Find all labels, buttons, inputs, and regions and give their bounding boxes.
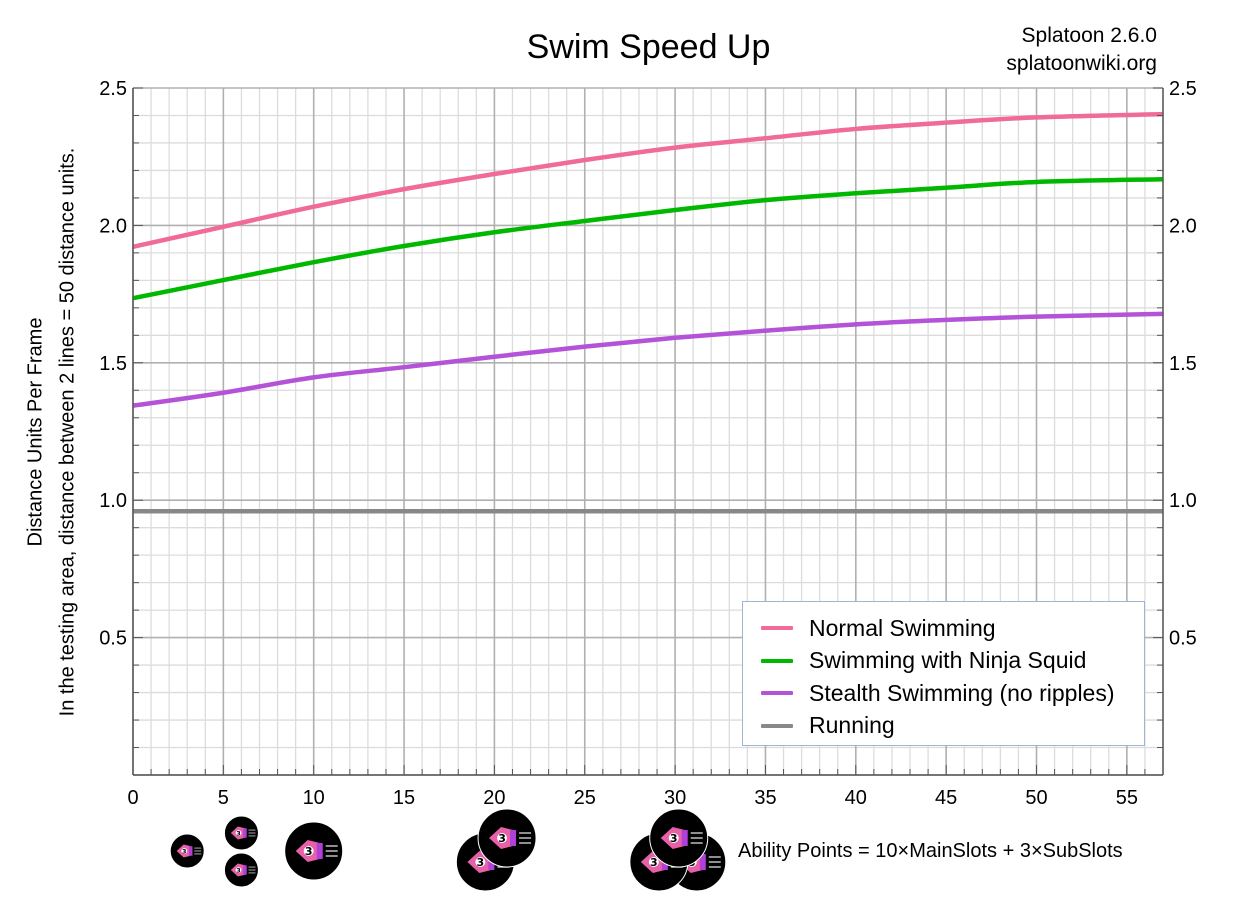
x-tick-label: 15 [393, 787, 415, 809]
legend-swatch-icon [761, 658, 793, 663]
legend-label: Normal Swimming [809, 614, 996, 641]
axes [132, 87, 1164, 776]
squid-eye [181, 848, 188, 854]
squid-tentacles [243, 865, 247, 875]
data-series [132, 111, 1164, 514]
legend-swatch-icon [761, 691, 793, 696]
y-tick-label-right: 2.5 [1169, 78, 1197, 100]
ability-icon-sub: 3 [223, 852, 259, 888]
x-tick-label: 20 [483, 787, 505, 809]
ability-icon-main: 3 [477, 808, 537, 868]
ability-icon-sub: 3 [169, 833, 205, 869]
y-tick-label-right: 0.5 [1169, 628, 1197, 650]
ability-icon-sub: 3 [223, 815, 259, 851]
squid-eye-glyph: 3 [670, 832, 678, 845]
y-tick-label-right: 2.0 [1169, 215, 1197, 237]
squid-eye [303, 846, 314, 856]
ability-points-note: Ability Points = 10×MainSlots + 3×SubSlo… [738, 840, 1123, 862]
x-tick-label: 0 [127, 787, 138, 809]
squid-tentacles [243, 828, 247, 838]
squid-tentacles [681, 830, 688, 846]
y-tick-label-left: 1.5 [99, 353, 127, 375]
squid-eye [475, 857, 486, 867]
squid-tentacles [188, 846, 193, 856]
legend-label: Swimming with Ninja Squid [809, 647, 1087, 674]
y-tick-label-left: 0.5 [99, 628, 127, 650]
source-site: splatoonwiki.org [1006, 52, 1157, 75]
squid-eye-glyph: 3 [236, 866, 240, 874]
x-tick-label: 35 [754, 787, 776, 809]
squid-eye [497, 833, 508, 843]
x-tick-label: 40 [845, 787, 867, 809]
ability-icons: 333333333 [169, 808, 727, 892]
squid-tentacles [316, 843, 323, 859]
x-tick-label: 5 [218, 787, 229, 809]
legend: Normal Swimming Swimming with Ninja Squi… [742, 601, 1145, 746]
x-tick-label: 45 [935, 787, 957, 809]
squid-eye-glyph: 3 [477, 856, 485, 869]
source-version: Splatoon 2.6.0 [1021, 24, 1157, 47]
y-tick-label-right: 1.5 [1169, 353, 1197, 375]
chart-title: Swim Speed Up [526, 28, 771, 66]
squid-eye-glyph: 3 [305, 845, 313, 858]
series-swimming-with-ninja-squid [132, 176, 1164, 301]
legend-swatch-icon [761, 626, 793, 631]
legend-item-normal-swimming: Normal Swimming [743, 612, 1144, 645]
ability-icon-main: 3 [284, 821, 344, 881]
y-tick-label-left: 2.5 [99, 78, 127, 100]
squid-eye-glyph: 3 [498, 832, 506, 845]
x-tick-label: 30 [664, 787, 686, 809]
legend-item-running: Running [743, 710, 1144, 743]
squid-eye [648, 857, 659, 867]
legend-label: Stealth Swimming (no ripples) [809, 679, 1115, 706]
squid-eye [668, 833, 679, 843]
squid-eye-glyph: 3 [182, 847, 186, 855]
source-note: Splatoon 2.6.0 splatoonwiki.org [1006, 22, 1157, 78]
legend-label: Running [809, 712, 895, 739]
legend-item-stealth-swimming: Stealth Swimming (no ripples) [743, 677, 1144, 710]
squid-eye-glyph: 3 [236, 829, 240, 837]
squid-tentacles [699, 854, 706, 870]
x-tick-label: 50 [1025, 787, 1047, 809]
y-axis-label-line2: In the testing area, distance between 2 … [56, 147, 79, 717]
legend-swatch-icon [761, 723, 793, 728]
series-normal-swimming [132, 111, 1164, 250]
squid-tentacles [510, 830, 517, 846]
y-tick-label-left: 1.0 [99, 490, 127, 512]
y-tick-label-right: 1.0 [1169, 490, 1197, 512]
x-tick-label: 55 [1116, 787, 1138, 809]
tick-labels: 0 5 10 15 20 25 30 35 40 45 50 55 0.5 0.5 1.0 1.0 1.5 1.5… [99, 78, 1197, 809]
x-tick-label: 10 [303, 787, 325, 809]
x-tick-label: 25 [574, 787, 596, 809]
ability-icon-main: 3 [649, 808, 709, 868]
y-axis-label-line1: Distance Units Per Frame [24, 317, 47, 547]
y-tick-label-left: 2.0 [99, 215, 127, 237]
squid-eye-glyph: 3 [650, 856, 658, 869]
legend-item-ninja-squid: Swimming with Ninja Squid [743, 645, 1144, 678]
squid-eye [235, 830, 242, 836]
squid-eye [235, 867, 242, 873]
series-stealth-swimming-no-ripples [132, 311, 1164, 408]
